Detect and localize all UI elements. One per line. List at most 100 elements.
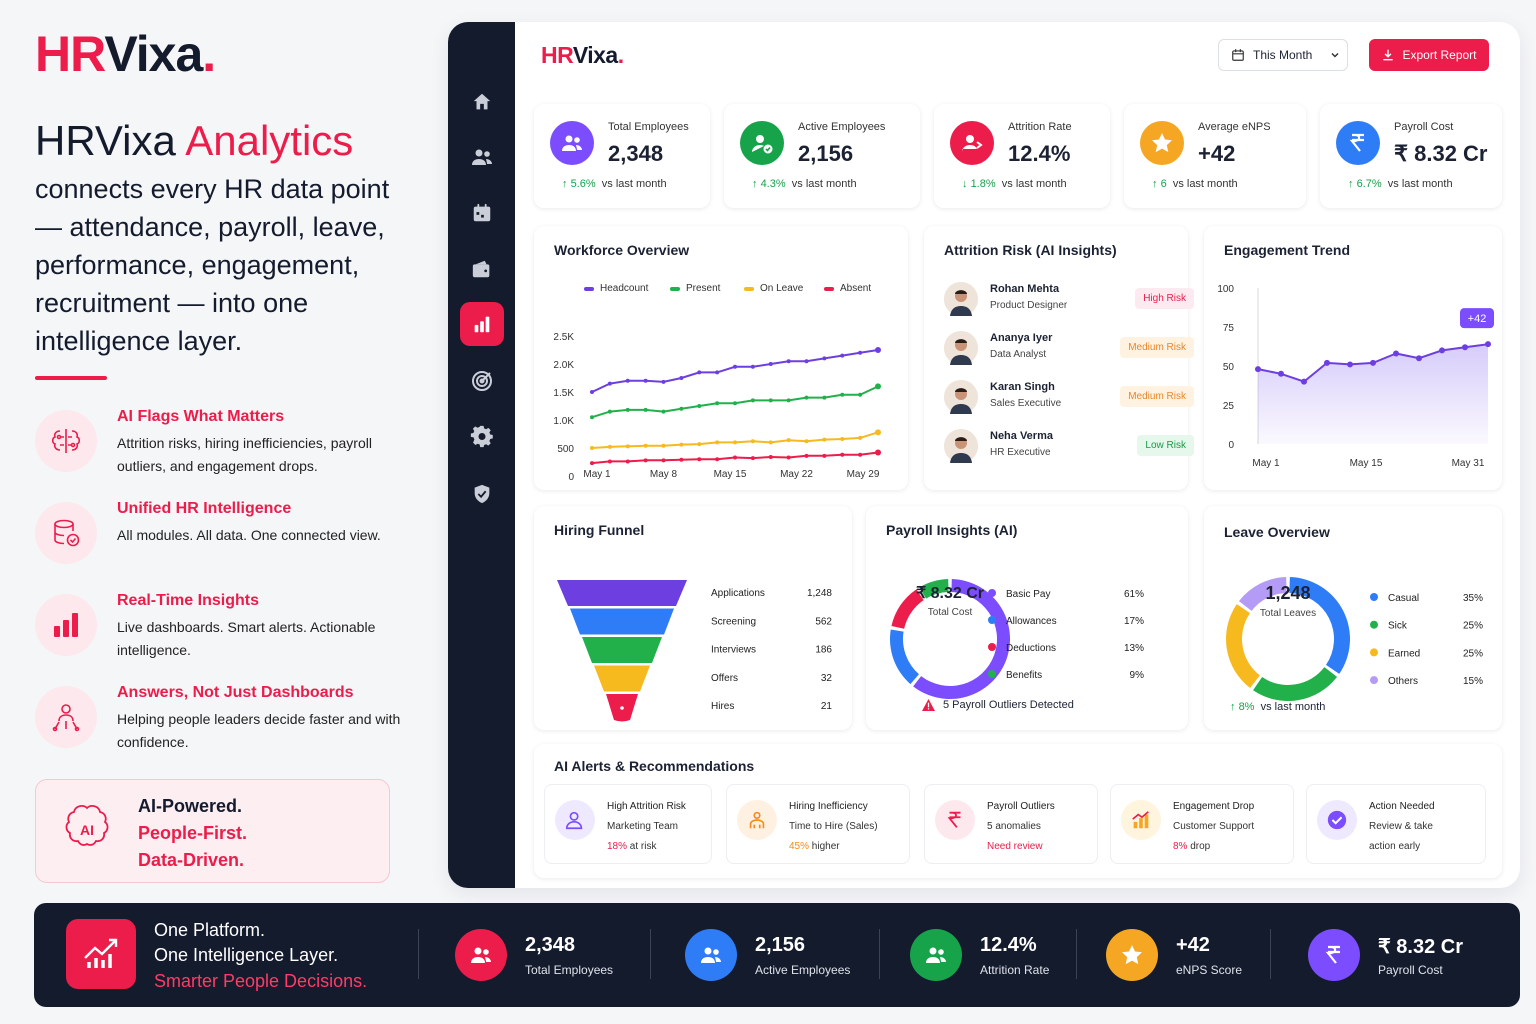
data-point <box>804 439 809 444</box>
divider <box>1076 929 1077 979</box>
target-icon[interactable] <box>460 359 504 403</box>
data-point <box>875 383 881 390</box>
wallet-icon[interactable] <box>460 247 504 291</box>
payroll-insights-card: Payroll Insights (AI) Basic Pay 61% Allowa… <box>866 506 1188 730</box>
risk-badge: High Risk <box>1135 288 1194 309</box>
ai-brain-icon: AI <box>56 798 118 865</box>
calendar-icon <box>1232 49 1244 61</box>
funnel-value: 21 <box>821 701 833 712</box>
data-point <box>590 461 594 466</box>
workforce-overview-card: Workforce Overview 0 500 1.0K 1.5K 2.0K 2.5K M… <box>534 226 908 490</box>
brand-logo: HRVixa. <box>35 26 216 82</box>
rupee-icon <box>1308 929 1360 981</box>
data-point <box>1278 370 1284 377</box>
data-point <box>822 453 827 458</box>
alert-highlight: 8% <box>1173 841 1188 852</box>
funnel-label: Offers <box>711 673 738 684</box>
period-dropdown[interactable]: This Month <box>1218 39 1348 71</box>
footer-line-3: Smarter People Decisions. <box>154 971 368 991</box>
data-point <box>625 444 630 449</box>
data-point <box>804 453 809 458</box>
alert-item[interactable]: Hiring Inefficiency Time to Hire (Sales) 4… <box>726 784 910 864</box>
divider <box>418 929 419 979</box>
data-point <box>750 439 755 444</box>
risk-row[interactable]: Karan Singh Sales Executive Medium Risk <box>944 378 1194 418</box>
summary-stat: +42 eNPS Score <box>1106 925 1306 985</box>
data-point <box>858 392 863 397</box>
export-report-button[interactable]: Export Report <box>1369 39 1489 71</box>
funnel-value: 562 <box>815 616 832 627</box>
home-icon[interactable] <box>460 80 504 124</box>
data-point <box>1324 359 1330 366</box>
user-alert-icon <box>555 800 595 840</box>
users-icon <box>910 929 962 981</box>
data-point <box>590 390 594 394</box>
risk-badge: Medium Risk <box>1120 337 1194 358</box>
y-tick-label: 1.5K <box>553 388 574 399</box>
alert-subtitle: 5 anomalies <box>987 821 1041 832</box>
data-point <box>768 440 773 445</box>
alert-item[interactable]: High Attrition Risk Marketing Team 18% at … <box>544 784 712 864</box>
intro-lead: connects every HR data point — attendanc… <box>35 174 390 356</box>
kpi-value: 2,156 <box>798 141 854 166</box>
alert-item[interactable]: Engagement Drop Customer Support 8% drop <box>1110 784 1294 864</box>
alert-highlight: 18% <box>607 841 628 852</box>
legend-label: On Leave <box>760 283 804 294</box>
risk-row[interactable]: Rohan Mehta Product Designer High Risk <box>944 280 1194 320</box>
risk-row[interactable]: Ananya Iyer Data Analyst Medium Risk <box>944 329 1194 369</box>
data-point <box>875 449 881 456</box>
arrow-up-icon: ↑ <box>1348 178 1357 190</box>
alert-item[interactable]: Payroll Outliers 5 anomalies Need review <box>924 784 1098 864</box>
person-role: HR Executive <box>990 447 1051 458</box>
summary-value: 2,348 <box>525 934 576 956</box>
leave-slice <box>1289 577 1350 674</box>
engagement-area-chart: 0 25 50 75 100 +42 May 1 May 15 May 31 <box>1217 284 1494 469</box>
data-point <box>1485 341 1491 348</box>
chart-down-icon <box>1121 800 1161 840</box>
risk-row[interactable]: Neha Verma HR Executive Low Risk <box>944 427 1194 467</box>
legend-label: Basic Pay <box>1006 589 1050 600</box>
legend-label: Deductions <box>1006 643 1056 654</box>
users-icon[interactable] <box>460 135 504 179</box>
data-point <box>804 395 809 400</box>
funnel-value: 186 <box>815 645 832 656</box>
legend-label: Earned <box>1388 648 1420 659</box>
alert-highlight: Need review <box>987 841 1043 852</box>
shield-icon[interactable] <box>460 472 504 516</box>
leave-trend: ↑ 8% vs last month <box>1230 701 1326 713</box>
x-tick-label: May 15 <box>1350 458 1383 469</box>
analytics-icon[interactable] <box>460 302 504 346</box>
legend-value: 13% <box>1124 643 1144 654</box>
kpi-trend-value: 6.7% <box>1356 178 1382 190</box>
alert-detail-text: at risk <box>627 841 657 852</box>
users-icon <box>685 929 737 981</box>
data-point <box>697 442 702 447</box>
alert-highlight: action early <box>1369 841 1421 852</box>
data-point <box>643 458 648 463</box>
data-point <box>1439 347 1445 354</box>
person-name: Karan Singh <box>990 381 1055 393</box>
summary-label: Payroll Cost <box>1378 963 1443 977</box>
alert-item[interactable]: Action Needed Review & take action early <box>1306 784 1486 864</box>
legend-swatch <box>584 287 594 291</box>
legend-label: Absent <box>840 283 871 294</box>
kpi-trend: ↑ 6 vs last month <box>1152 178 1238 190</box>
leave-slice <box>1226 604 1260 689</box>
kpi-label: Average eNPS <box>1198 121 1271 133</box>
data-point <box>750 364 755 369</box>
data-point <box>822 437 827 442</box>
calendar-icon[interactable] <box>460 191 504 235</box>
kpi-value: 2,348 <box>608 141 664 166</box>
person-role: Sales Executive <box>990 398 1062 409</box>
legend-swatch <box>670 287 680 291</box>
kpi-trend-note: vs last month <box>1387 178 1453 190</box>
leave-slice <box>1238 577 1287 611</box>
divider <box>1270 929 1271 979</box>
rupee-icon <box>1336 121 1380 165</box>
promo-card: AI AI-Powered. People-First. Data-Driven… <box>35 779 390 883</box>
legend-label: Present <box>686 283 721 294</box>
payroll-outliers-link[interactable]: 5 Payroll Outliers Detected <box>922 699 1074 711</box>
alert-detail: Need review <box>987 841 1043 852</box>
person-name: Neha Verma <box>990 430 1053 442</box>
gear-icon[interactable] <box>460 415 504 459</box>
